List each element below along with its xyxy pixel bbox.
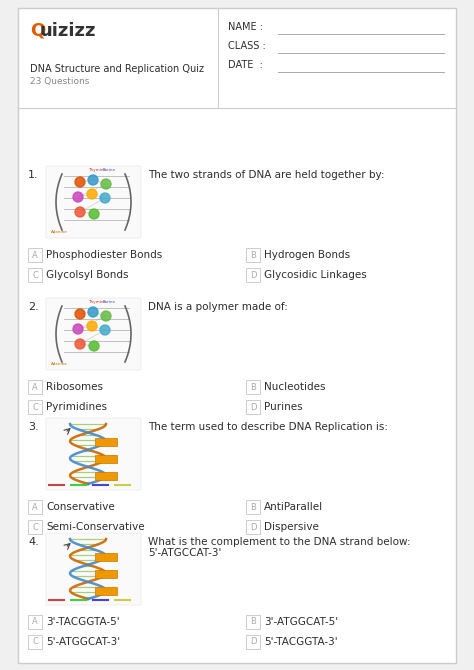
Text: Pyrimidines: Pyrimidines [46,402,107,412]
Text: 5'-ATGCCAT-3': 5'-ATGCCAT-3' [148,548,221,558]
Text: 3'-TACGGTA-5': 3'-TACGGTA-5' [46,617,119,627]
Bar [28,380,42,394]
Circle shape [75,177,85,187]
Text: A: A [32,383,38,391]
Text: C: C [32,523,38,531]
Bar [246,400,260,414]
Text: C: C [32,403,38,411]
Text: Adenine: Adenine [51,362,68,366]
Text: 4.: 4. [28,537,39,547]
Text: D: D [250,523,256,531]
Bar [46,298,141,370]
Text: uizizz: uizizz [40,22,97,40]
Bar [46,166,141,238]
Text: What is the complement to the DNA strand below:: What is the complement to the DNA strand… [148,537,410,547]
Circle shape [87,321,97,331]
Circle shape [73,324,83,334]
Text: B: B [250,251,256,259]
Text: Adenine: Adenine [51,230,68,234]
Text: DNA Structure and Replication Quiz: DNA Structure and Replication Quiz [30,64,204,74]
Text: AntiParallel: AntiParallel [264,502,323,512]
Bar [246,248,260,262]
Text: D: D [250,403,256,411]
Text: Purines: Purines [264,402,302,412]
Text: DNA is a polymer made of:: DNA is a polymer made of: [148,302,288,312]
Bar [28,268,42,282]
Circle shape [100,193,110,203]
Text: Q: Q [30,22,45,40]
Text: B: B [250,618,256,626]
Circle shape [88,307,98,317]
Circle shape [101,311,111,321]
Bar [95,438,117,446]
Bar [28,400,42,414]
Text: Purine: Purine [103,300,116,304]
Bar [28,248,42,262]
Text: The two strands of DNA are held together by:: The two strands of DNA are held together… [148,170,384,180]
Text: C: C [32,637,38,647]
Circle shape [73,192,83,202]
Circle shape [75,309,85,319]
Text: NAME :: NAME : [228,22,263,32]
Text: DATE  :: DATE : [228,60,263,70]
Text: Dispersive: Dispersive [264,522,319,532]
Text: C: C [32,271,38,279]
Bar [246,500,260,514]
Bar [28,500,42,514]
Bar [246,380,260,394]
Text: A: A [32,502,38,511]
Text: Glycosidic Linkages: Glycosidic Linkages [264,270,367,280]
Text: Semi-Conservative: Semi-Conservative [46,522,145,532]
Text: 5'-TACGGTA-3': 5'-TACGGTA-3' [264,637,337,647]
Bar [95,587,117,595]
Text: CLASS :: CLASS : [228,41,266,51]
Bar [246,268,260,282]
Text: A: A [32,251,38,259]
Bar [95,472,117,480]
Circle shape [75,207,85,217]
Text: B: B [250,383,256,391]
Text: Phosphodiester Bonds: Phosphodiester Bonds [46,250,162,260]
Text: Conservative: Conservative [46,502,115,512]
Text: D: D [250,271,256,279]
Text: 3.: 3. [28,422,38,432]
Bar [46,418,141,490]
Bar [95,553,117,561]
Bar [28,615,42,629]
Text: Thymine: Thymine [88,168,106,172]
Circle shape [100,325,110,335]
Circle shape [89,209,99,219]
Text: D: D [250,637,256,647]
Bar [246,635,260,649]
Text: 1.: 1. [28,170,38,180]
Text: Glycolsyl Bonds: Glycolsyl Bonds [46,270,128,280]
Bar [28,635,42,649]
Bar [46,533,141,605]
Bar [28,520,42,534]
Bar [95,570,117,578]
Text: Nucleotides: Nucleotides [264,382,326,392]
Text: 5'-ATGGCAT-3': 5'-ATGGCAT-3' [46,637,120,647]
Bar [246,520,260,534]
Text: B: B [250,502,256,511]
Bar [95,455,117,463]
Text: 23 Questions: 23 Questions [30,77,90,86]
Circle shape [88,175,98,185]
Text: Hydrogen Bonds: Hydrogen Bonds [264,250,350,260]
Circle shape [89,341,99,351]
Text: 3'-ATGGCAT-5': 3'-ATGGCAT-5' [264,617,338,627]
Text: Ribosomes: Ribosomes [46,382,103,392]
Text: Thymine: Thymine [88,300,106,304]
Text: The term used to describe DNA Replication is:: The term used to describe DNA Replicatio… [148,422,388,432]
Circle shape [75,339,85,349]
Text: 2.: 2. [28,302,39,312]
Text: A: A [32,618,38,626]
Circle shape [87,189,97,199]
Text: Purine: Purine [103,168,116,172]
Circle shape [101,179,111,189]
Bar [246,615,260,629]
